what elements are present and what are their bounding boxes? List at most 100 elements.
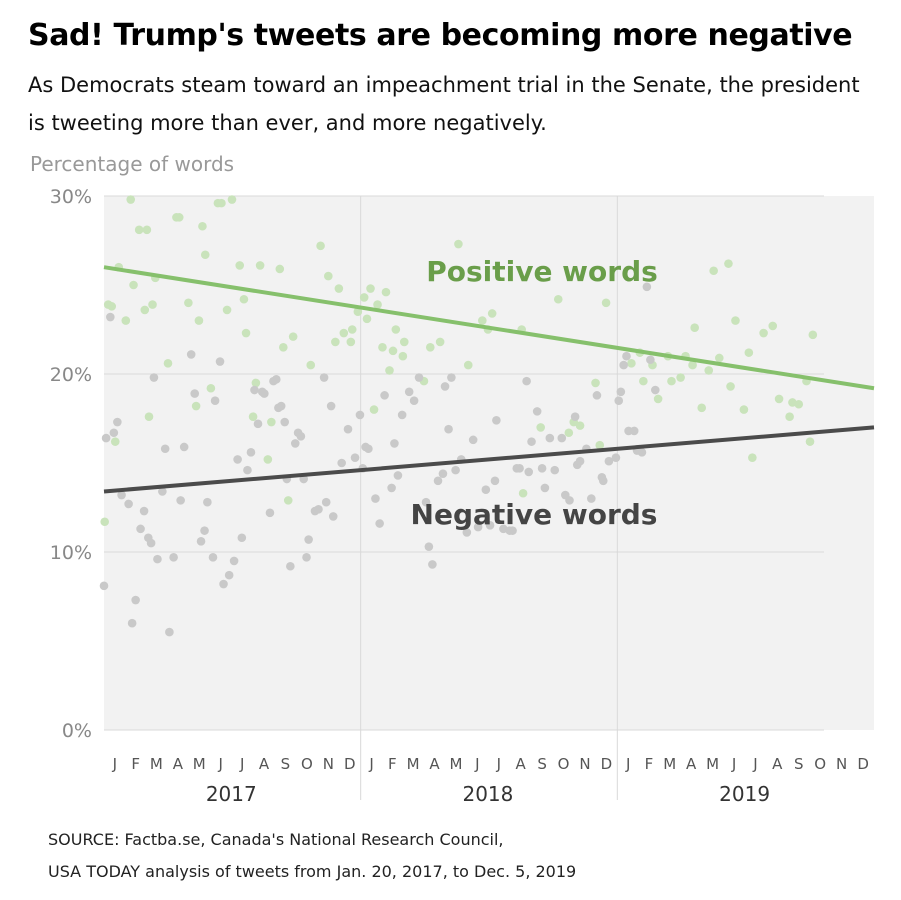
data-point bbox=[564, 428, 574, 438]
data-point bbox=[250, 385, 259, 395]
data-point bbox=[404, 387, 414, 397]
month-tick-label: S bbox=[537, 755, 547, 773]
month-tick-label: M bbox=[407, 755, 420, 773]
data-point bbox=[570, 412, 580, 422]
data-point bbox=[463, 360, 473, 370]
data-point bbox=[324, 271, 333, 281]
data-point bbox=[440, 382, 450, 391]
data-point bbox=[288, 332, 298, 341]
data-point bbox=[100, 517, 110, 527]
data-point bbox=[263, 455, 273, 464]
data-point bbox=[331, 337, 340, 347]
source-line-1: SOURCE: Factba.se, Canada's National Res… bbox=[48, 830, 504, 849]
data-point bbox=[388, 346, 398, 356]
data-point bbox=[163, 359, 173, 368]
source-line-2: USA TODAY analysis of tweets from Jan. 2… bbox=[48, 862, 577, 881]
data-point bbox=[148, 300, 157, 309]
data-point bbox=[210, 396, 220, 406]
month-tick-label: A bbox=[686, 755, 697, 773]
data-point bbox=[99, 581, 109, 591]
month-tick-label: F bbox=[388, 755, 397, 773]
data-point bbox=[260, 389, 269, 398]
data-point bbox=[414, 373, 424, 382]
month-tick-label: O bbox=[814, 755, 826, 773]
data-point bbox=[364, 444, 373, 454]
data-point bbox=[131, 595, 140, 605]
data-point bbox=[229, 556, 239, 566]
data-point bbox=[279, 343, 288, 352]
month-tick-label: J bbox=[368, 755, 373, 773]
data-point bbox=[283, 496, 293, 505]
data-point bbox=[248, 412, 258, 422]
data-point bbox=[117, 490, 126, 500]
data-point bbox=[184, 298, 193, 308]
data-point bbox=[362, 314, 372, 324]
data-point bbox=[246, 448, 256, 457]
year-label: 2019 bbox=[719, 782, 770, 806]
data-point bbox=[390, 439, 399, 448]
data-point bbox=[296, 432, 306, 441]
data-point bbox=[462, 528, 472, 537]
month-tick-label: A bbox=[429, 755, 440, 773]
data-point bbox=[391, 325, 401, 334]
data-point bbox=[306, 360, 316, 370]
data-point bbox=[478, 316, 487, 325]
data-point bbox=[536, 423, 545, 432]
data-point bbox=[179, 442, 189, 452]
data-point bbox=[553, 294, 563, 304]
data-point bbox=[276, 401, 286, 411]
data-point bbox=[316, 241, 325, 251]
data-point bbox=[540, 483, 550, 493]
month-tick-label: J bbox=[752, 755, 757, 773]
month-tick-label: O bbox=[301, 755, 313, 773]
data-point bbox=[144, 412, 154, 422]
data-point bbox=[527, 437, 536, 446]
month-tick-label: N bbox=[323, 755, 334, 773]
month-tick-label: J bbox=[625, 755, 630, 773]
data-point bbox=[724, 259, 733, 268]
data-point bbox=[651, 385, 660, 395]
data-point bbox=[126, 195, 136, 204]
year-label: 2017 bbox=[206, 782, 257, 806]
trend-lines bbox=[103, 265, 875, 494]
data-point bbox=[774, 394, 784, 404]
data-point bbox=[808, 330, 818, 340]
data-point bbox=[490, 476, 500, 486]
data-point bbox=[347, 325, 357, 334]
month-tick-label: F bbox=[131, 755, 140, 773]
data-point bbox=[194, 316, 204, 325]
data-point bbox=[667, 376, 676, 386]
data-point bbox=[595, 440, 605, 450]
data-point bbox=[591, 378, 600, 388]
data-point bbox=[326, 401, 336, 411]
data-point bbox=[537, 464, 547, 473]
data-point bbox=[353, 307, 363, 317]
data-point bbox=[206, 383, 216, 393]
data-point bbox=[468, 435, 478, 445]
data-point bbox=[637, 448, 647, 457]
data-point bbox=[158, 487, 167, 496]
year-label: 2018 bbox=[462, 782, 513, 806]
data-point bbox=[399, 337, 409, 347]
data-point bbox=[302, 553, 311, 562]
month-tick-label: M bbox=[193, 755, 206, 773]
data-point bbox=[198, 221, 207, 231]
data-point bbox=[265, 508, 275, 518]
data-point bbox=[611, 453, 621, 462]
data-point bbox=[454, 239, 463, 249]
data-point bbox=[481, 485, 491, 495]
data-point bbox=[545, 433, 555, 443]
data-point bbox=[255, 261, 265, 270]
data-point bbox=[532, 407, 542, 416]
data-point bbox=[614, 396, 624, 406]
data-point bbox=[646, 355, 655, 365]
data-point bbox=[200, 526, 209, 535]
month-tick-label: A bbox=[173, 755, 184, 773]
data-point bbox=[174, 213, 184, 222]
data-point bbox=[208, 553, 218, 562]
data-point bbox=[575, 421, 585, 430]
data-point bbox=[709, 266, 718, 276]
data-point bbox=[522, 376, 531, 386]
data-point bbox=[314, 504, 323, 514]
